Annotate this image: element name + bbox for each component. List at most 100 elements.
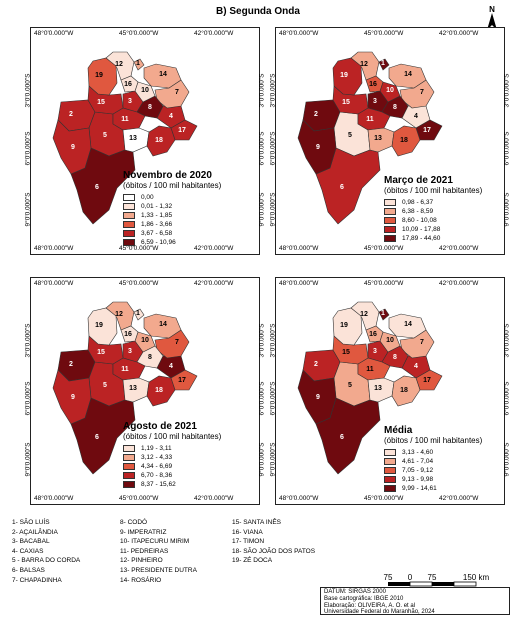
region-label-5: 5: [103, 132, 107, 139]
region-label-5: 5: [103, 382, 107, 389]
legend-swatch: [123, 472, 135, 479]
latitude-label: 3°0'0.000"S: [258, 323, 266, 358]
municipality-list-col-2: 8- CODÓ 9- IMPERATRIZ 10- ITAPECURU MIRIM 1…: [120, 518, 197, 585]
region-label-2: 2: [69, 111, 73, 118]
municipality-item: 16- VIANA: [232, 528, 263, 536]
region-19: [332, 57, 363, 96]
latitude-label: 9°0'0.000"S: [269, 192, 277, 227]
region-label-18: 18: [400, 387, 408, 394]
region-1: [133, 308, 145, 321]
legend-subtitle: (óbitos / 100 mil habitantes): [384, 436, 483, 445]
legend-row: 1,19 - 3,11: [123, 444, 221, 453]
map-legend: Agosto de 2021 (óbitos / 100 mil habitant…: [123, 422, 221, 489]
region-14: [143, 63, 182, 89]
longitude-label: 45°0'0.000"W: [364, 495, 404, 502]
longitude-label: 42°0'0.000"W: [439, 245, 479, 252]
region-label-4: 4: [169, 363, 173, 370]
region-label-15: 15: [97, 99, 105, 106]
region-9: [297, 369, 337, 425]
legend-row: 3,13 - 4,60: [384, 448, 482, 457]
region-19: [87, 307, 118, 346]
region-label-18: 18: [155, 387, 163, 394]
region-label-14: 14: [404, 321, 412, 328]
legend-swatch: [123, 239, 135, 246]
municipality-item: 12- PINHEIRO: [120, 557, 163, 565]
region-label-5: 5: [348, 382, 352, 389]
legend-class-label: 1,86 - 3,66: [141, 220, 173, 228]
region-9: [52, 119, 92, 175]
map-panel: 1 2 3 4 5 6 7 8 9 10 11 12 13 14 15 16 17 18 19 48°0'0.000"…: [24, 27, 266, 255]
region-1: [378, 308, 390, 321]
legend-class-label: 3,67 - 6,58: [141, 229, 173, 237]
region-label-15: 15: [342, 349, 350, 356]
latitude-label: 9°0'0.000"S: [503, 192, 511, 227]
longitude-label: 42°0'0.000"W: [439, 30, 479, 37]
map-legend: Média (óbitos / 100 mil habitantes) 3,13 -…: [384, 426, 482, 493]
region-label-3: 3: [373, 348, 377, 355]
legend-class-label: 1,19 - 3,11: [141, 444, 172, 452]
municipality-item: 18- SÃO JOÃO DOS PATOS: [232, 547, 316, 555]
region-label-2: 2: [314, 111, 318, 118]
longitude-label: 45°0'0.000"W: [364, 30, 404, 37]
municipality-item: 4- CAXIAS: [12, 547, 44, 555]
legend-swatch: [384, 208, 396, 215]
municipality-item: 5 - BARRA DO CORDA: [12, 557, 81, 565]
credit-line: Elaboração: OLIVEIRA, A. O. et al: [324, 602, 416, 609]
region-label-7: 7: [420, 339, 424, 346]
latitude-label: 9°0'0.000"S: [503, 442, 511, 477]
longitude-label: 48°0'0.000"W: [279, 495, 319, 502]
region-label-18: 18: [400, 137, 408, 144]
latitude-label: 3°0'0.000"S: [269, 73, 277, 108]
longitude-label: 42°0'0.000"W: [194, 280, 234, 287]
region-label-9: 9: [71, 394, 75, 401]
region-18: [146, 375, 176, 407]
legend-row: 17,89 - 44,60: [384, 234, 482, 243]
region-label-11: 11: [121, 366, 129, 373]
region-11: [112, 357, 146, 381]
region-label-3: 3: [128, 98, 132, 105]
legend-class-label: 9,13 - 9,98: [402, 475, 434, 483]
region-label-16: 16: [369, 81, 377, 88]
region-label-7: 7: [175, 339, 179, 346]
region-9: [52, 369, 92, 425]
legend-class-label: 0,00: [141, 193, 154, 201]
legend-row: 3,67 - 6,58: [123, 229, 221, 238]
region-12: [350, 301, 380, 331]
legend-class-label: 10,09 - 17,88: [402, 225, 441, 233]
region-label-19: 19: [95, 72, 103, 79]
region-16: [365, 75, 384, 93]
region-label-13: 13: [129, 385, 137, 392]
longitude-label: 45°0'0.000"W: [119, 245, 159, 252]
region-label-4: 4: [169, 113, 173, 120]
region-9: [297, 119, 337, 175]
latitude-label: 3°0'0.000"S: [503, 323, 511, 358]
map-legend: Março de 2021 (óbitos / 100 mil habitante…: [384, 176, 482, 243]
region-label-12: 12: [360, 311, 368, 318]
region-label-13: 13: [374, 135, 382, 142]
longitude-label: 45°0'0.000"W: [364, 245, 404, 252]
legend-swatch: [384, 226, 396, 233]
scale-tick-label: 150 km: [463, 573, 490, 582]
legend-swatch: [384, 199, 396, 206]
legend-class-label: 4,61 - 7,04: [402, 457, 434, 465]
legend-swatch: [123, 445, 135, 452]
municipality-item: 13- PRESIDENTE DUTRA: [120, 566, 197, 574]
longitude-label: 48°0'0.000"W: [34, 495, 74, 502]
longitude-label: 45°0'0.000"W: [364, 280, 404, 287]
legend-class-label: 0,01 - 1,32: [141, 202, 173, 210]
municipality-item: 9- IMPERATRIZ: [120, 528, 167, 536]
latitude-label: 6°0'0.000"S: [269, 381, 277, 416]
legend-class-label: 6,70 - 8,36: [141, 471, 173, 479]
legend-subtitle: (óbitos / 100 mil habitantes): [384, 186, 483, 195]
latitude-label: 9°0'0.000"S: [24, 192, 32, 227]
legend-class-label: 17,89 - 44,60: [402, 234, 441, 242]
region-18: [391, 125, 421, 157]
latitude-label: 6°0'0.000"S: [24, 381, 32, 416]
region-label-15: 15: [342, 99, 350, 106]
legend-class-label: 3,12 - 4,33: [141, 453, 173, 461]
region-label-10: 10: [386, 337, 394, 344]
region-11: [357, 107, 391, 131]
region-label-1: 1: [381, 310, 385, 317]
